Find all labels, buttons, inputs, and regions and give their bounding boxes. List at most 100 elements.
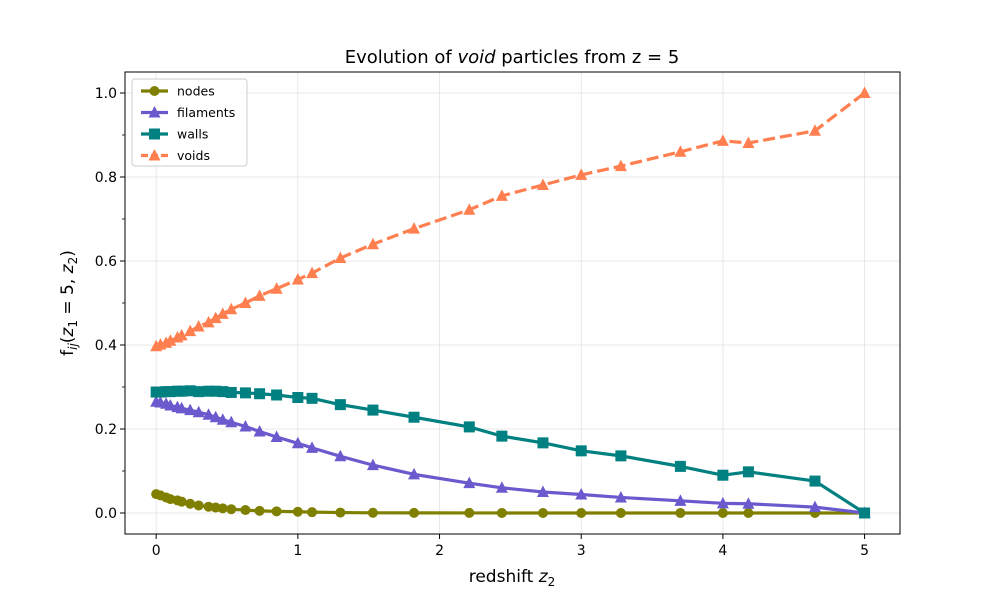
legend-label: walls bbox=[177, 127, 208, 142]
axis-ticks: 0 1 2 3 4 5 0.0 0.2 0.4 0.6 0.8 1.0 bbox=[95, 86, 869, 559]
data-point-filaments bbox=[536, 485, 549, 497]
data-point-walls bbox=[176, 385, 188, 397]
data-point-voids bbox=[408, 222, 421, 234]
data-point-voids bbox=[202, 315, 215, 328]
legend-label: filaments bbox=[177, 105, 235, 120]
data-point-filaments bbox=[270, 430, 283, 442]
data-point-voids bbox=[334, 251, 347, 264]
legend-box bbox=[131, 78, 248, 167]
data-point-walls bbox=[408, 411, 420, 423]
data-point-voids bbox=[225, 302, 238, 315]
legend: nodes filaments walls voids bbox=[131, 78, 248, 167]
data-point-voids bbox=[463, 203, 476, 215]
data-point-filaments bbox=[209, 410, 222, 423]
data-point-nodes bbox=[292, 506, 303, 517]
data-point-nodes bbox=[307, 507, 318, 518]
data-point-filaments bbox=[716, 496, 729, 509]
data-point-nodes bbox=[226, 504, 237, 515]
series-filaments bbox=[150, 395, 871, 518]
data-point-walls bbox=[674, 460, 686, 472]
data-point-voids bbox=[192, 320, 205, 332]
data-point-filaments bbox=[366, 458, 379, 471]
data-point-walls bbox=[254, 388, 266, 400]
data-point-voids bbox=[291, 272, 304, 285]
data-point-voids bbox=[253, 289, 266, 301]
data-point-filaments bbox=[334, 449, 347, 462]
data-point-nodes bbox=[271, 506, 282, 517]
data-point-nodes bbox=[240, 505, 251, 516]
data-point-walls bbox=[496, 430, 508, 442]
data-point-filaments bbox=[495, 481, 508, 493]
data-point-nodes bbox=[675, 508, 686, 518]
data-point-voids bbox=[575, 168, 588, 180]
data-point-voids bbox=[216, 307, 229, 319]
data-point-voids bbox=[495, 189, 508, 201]
data-point-walls bbox=[742, 466, 754, 478]
x-tick-label: 5 bbox=[860, 543, 869, 559]
data-point-filaments bbox=[253, 425, 266, 437]
data-point-nodes bbox=[193, 500, 204, 511]
data-point-nodes bbox=[367, 507, 378, 518]
x-tick-label: 0 bbox=[152, 543, 161, 559]
data-point-filaments bbox=[408, 467, 421, 480]
data-point-voids bbox=[164, 334, 177, 346]
data-point-filaments bbox=[184, 403, 197, 416]
data-point-walls bbox=[809, 475, 821, 487]
data-point-nodes bbox=[743, 508, 754, 518]
data-point-nodes bbox=[176, 496, 187, 507]
chart-title: Evolution of void particles from z = 5 bbox=[345, 47, 680, 68]
data-point-voids bbox=[742, 136, 755, 148]
data-point-filaments bbox=[225, 415, 238, 428]
data-point-nodes bbox=[409, 507, 420, 518]
data-point-walls bbox=[717, 469, 729, 481]
data-point-walls bbox=[203, 385, 215, 397]
data-point-filaments bbox=[202, 408, 215, 420]
data-point-nodes bbox=[185, 498, 196, 509]
data-point-voids bbox=[306, 266, 319, 279]
data-point-nodes bbox=[464, 507, 475, 518]
data-point-voids bbox=[366, 237, 379, 250]
data-point-filaments bbox=[674, 494, 687, 506]
legend-label: nodes bbox=[177, 84, 215, 99]
x-tick-label: 1 bbox=[293, 543, 302, 559]
y-axis-label: fij(z1 = 5, z2) bbox=[58, 250, 80, 356]
data-point-voids bbox=[674, 145, 687, 157]
data-point-walls bbox=[210, 385, 222, 397]
data-point-filaments bbox=[575, 488, 588, 500]
data-point-walls bbox=[859, 507, 871, 519]
y-tick-label: 0.6 bbox=[95, 254, 117, 270]
data-point-voids bbox=[716, 134, 729, 146]
data-point-voids bbox=[270, 282, 283, 294]
data-point-walls bbox=[164, 386, 176, 398]
legend-entry-walls: walls bbox=[141, 127, 208, 142]
data-point-nodes bbox=[615, 508, 626, 518]
data-point-voids bbox=[175, 328, 188, 341]
data-point-nodes bbox=[254, 505, 265, 516]
data-point-walls bbox=[367, 404, 379, 416]
data-point-walls bbox=[615, 450, 627, 462]
data-point-nodes bbox=[576, 508, 587, 518]
data-point-walls bbox=[225, 386, 237, 398]
data-point-nodes bbox=[717, 508, 728, 518]
data-point-voids bbox=[209, 311, 222, 324]
y-tick-label: 0.2 bbox=[95, 422, 117, 438]
x-tick-label: 3 bbox=[577, 543, 586, 559]
data-point-filaments bbox=[614, 490, 627, 503]
legend-marker bbox=[148, 149, 161, 161]
data-point-filaments bbox=[742, 497, 755, 509]
data-point-voids bbox=[536, 178, 549, 190]
data-point-nodes bbox=[335, 507, 346, 518]
data-point-filaments bbox=[192, 405, 205, 418]
data-point-walls bbox=[292, 392, 304, 403]
series-walls bbox=[150, 385, 871, 519]
legend-marker bbox=[149, 128, 160, 140]
data-point-voids bbox=[614, 159, 627, 172]
data-point-filaments bbox=[808, 500, 821, 513]
data-point-walls bbox=[463, 421, 475, 433]
data-point-walls bbox=[537, 437, 549, 449]
data-point-filaments bbox=[216, 413, 229, 425]
data-point-voids bbox=[239, 296, 252, 308]
legend-label: voids bbox=[177, 148, 210, 163]
data-point-walls bbox=[334, 399, 346, 411]
